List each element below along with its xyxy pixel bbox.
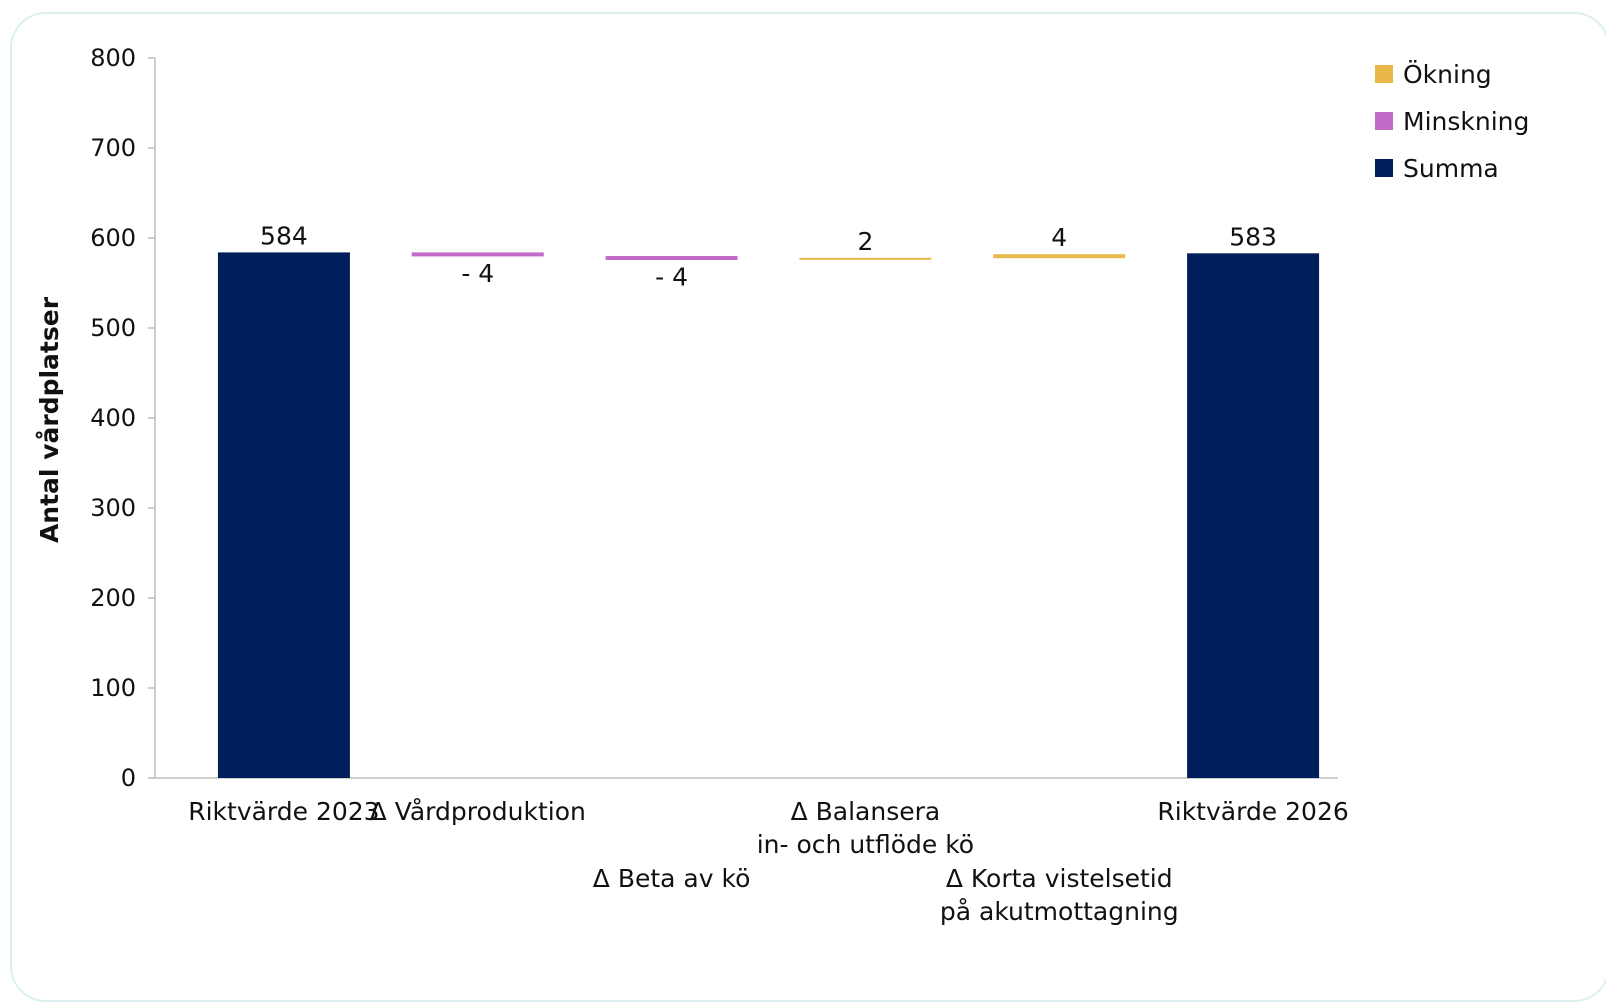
y-tick-label: 300 [90,494,136,522]
data-label: 4 [1051,223,1067,252]
y-axis: 0 100 200 300 400 500 600 700 800 [90,44,1338,792]
y-tick-label: 700 [90,134,136,162]
bar-minskning [411,252,544,257]
legend-swatch-minskning [1375,112,1393,130]
waterfall-chart: 0 100 200 300 400 500 600 700 800 584 - 4 - 4 2 4 583… [35,44,1529,926]
category-label: på akutmottagning [940,897,1179,926]
legend-label-summa: Summa [1403,154,1499,183]
legend-swatch-summa [1375,159,1393,177]
bars: 584 - 4 - 4 2 4 583 [217,221,1320,779]
y-axis-label: Antal vårdplatser [35,296,64,543]
legend: Ökning Minskning Summa [1375,60,1529,183]
y-tick-label: 500 [90,314,136,342]
data-label: 583 [1229,222,1277,251]
bar-summa [217,252,350,778]
data-label: - 4 [461,259,494,288]
y-tick-label: 200 [90,584,136,612]
y-tick-label: 800 [90,44,136,72]
category-label: Δ Beta av kö [593,864,751,893]
category-label: Δ Vårdproduktion [370,797,586,826]
bar-minskning [605,256,738,260]
y-tick-label: 0 [121,764,136,792]
category-label: Δ Balansera [791,797,941,826]
y-tick-label: 100 [90,674,136,702]
bar-summa [1187,253,1320,779]
bar-okning [799,257,932,260]
category-label: in- och utflöde kö [757,830,974,859]
legend-label-okning: Ökning [1403,60,1492,89]
data-label: - 4 [655,263,688,292]
category-label: Riktvärde 2023 [188,797,379,826]
category-label: Riktvärde 2026 [1157,797,1348,826]
y-tick-label: 400 [90,404,136,432]
y-tick-label: 600 [90,224,136,252]
data-label: 2 [857,227,873,256]
bar-okning [993,254,1126,259]
category-label: Δ Korta vistelsetid [946,864,1173,893]
legend-swatch-okning [1375,65,1393,83]
legend-label-minskning: Minskning [1403,107,1529,136]
data-label: 584 [260,221,308,250]
